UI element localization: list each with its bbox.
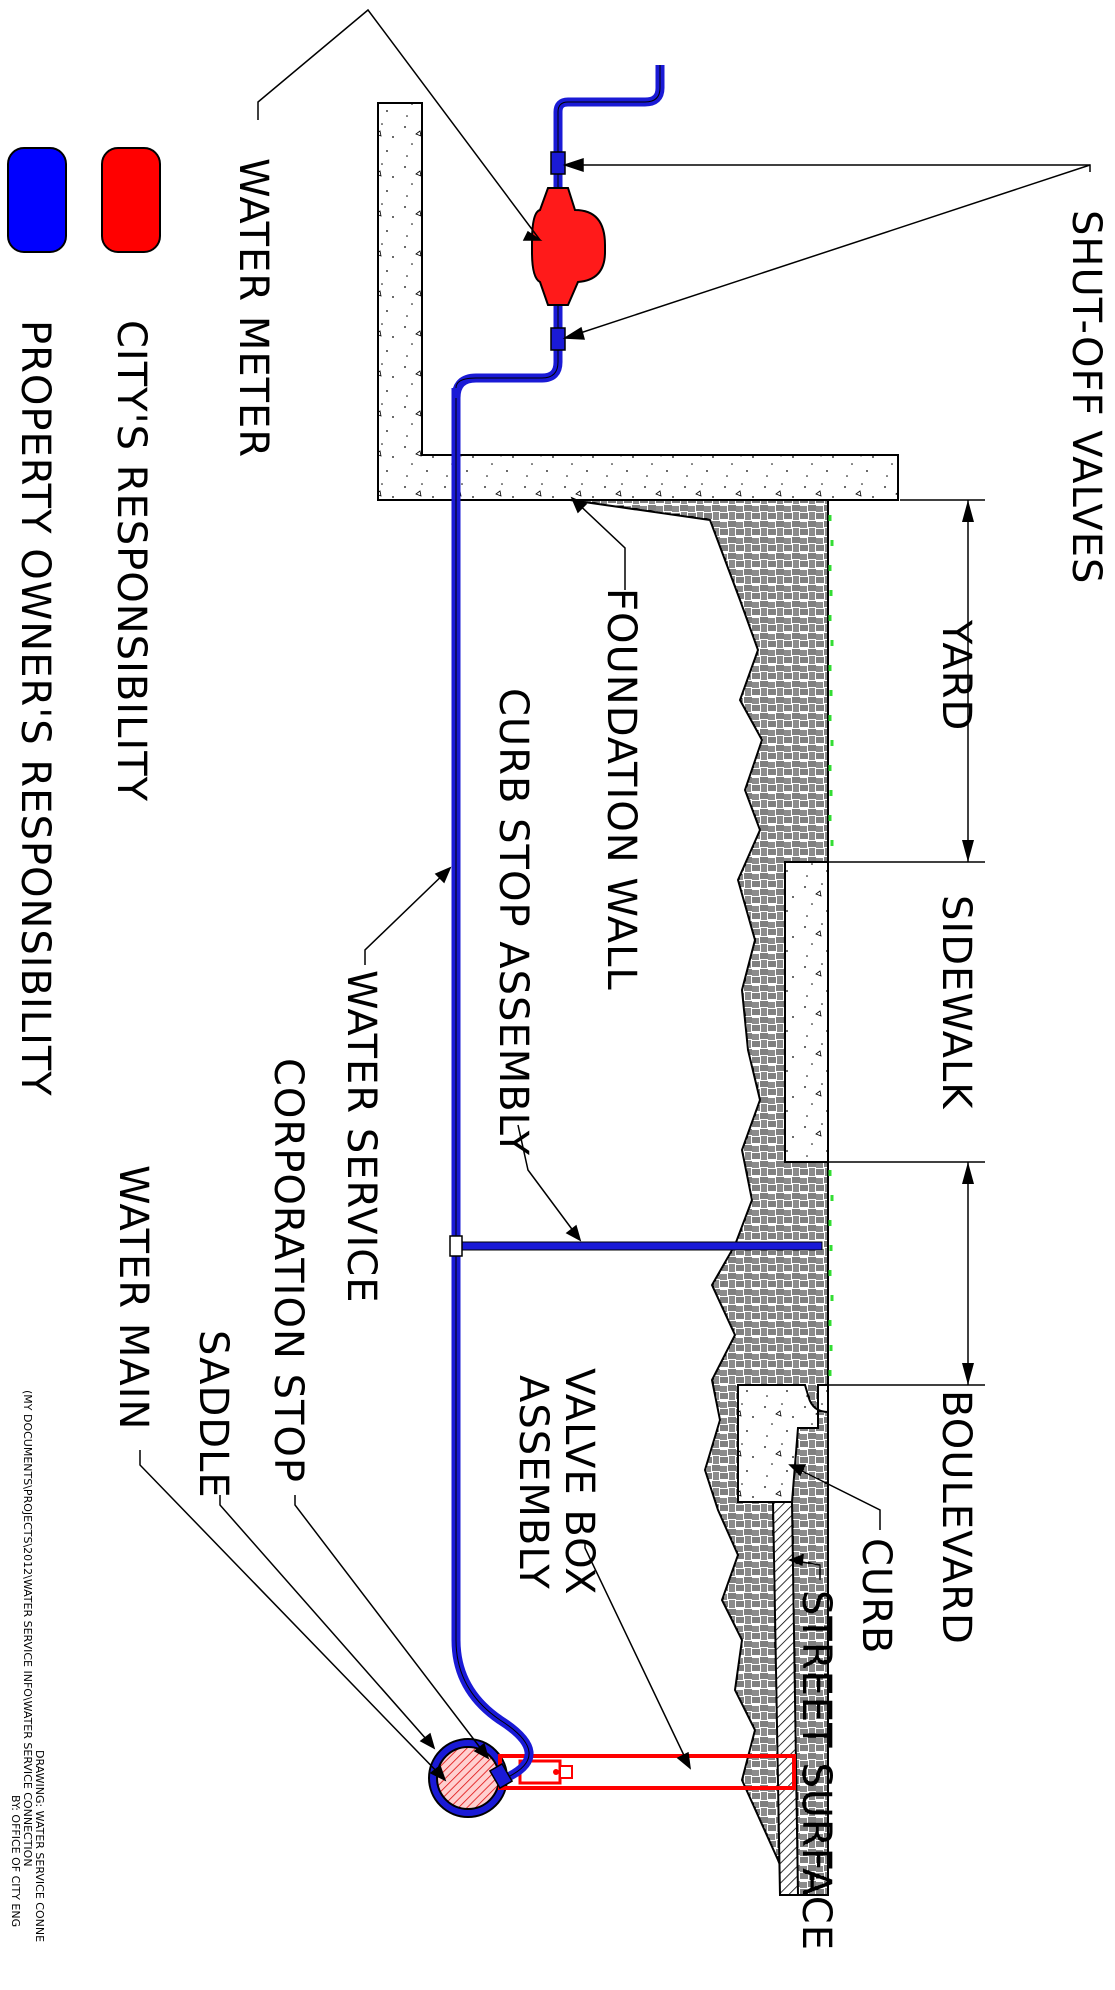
label-boulevard: BOULEVARD	[933, 1390, 979, 1645]
label-water-service: WATER SERVICE	[338, 970, 384, 1303]
legend: CITY'S RESPONSIBILITY PROPERTY OWNER'S R…	[7, 147, 161, 1097]
label-street-surface: STREET SURFACE	[793, 1590, 839, 1951]
legend-swatch-city	[101, 147, 161, 253]
label-sidewalk: SIDEWALK	[933, 895, 979, 1110]
svg-text:DRAWING: WATER SERVICE CONNE: DRAWING: WATER SERVICE CONNE	[33, 1750, 46, 1942]
curb-stop-assembly	[449, 1235, 823, 1257]
label-yard: YARD	[933, 619, 979, 731]
label-shut-off-valves: SHUT-OFF VALVES	[1063, 210, 1109, 584]
foundation-wall	[377, 102, 899, 501]
street-surface	[771, 1501, 800, 1896]
grass	[828, 515, 834, 1376]
label-water-meter: WATER METER	[230, 158, 276, 458]
label-water-main: WATER MAIN	[110, 1165, 156, 1430]
legend-city-label: CITY'S RESPONSIBILITY	[108, 320, 154, 802]
title-block: DRAWING: WATER SERVICE CONNE (MY DOCUMEN…	[9, 1390, 46, 1942]
shut-off-valve-lower	[550, 327, 566, 351]
label-saddle: SADDLE	[190, 1330, 236, 1499]
label-valve-box-2: ASSEMBLY	[510, 1375, 556, 1590]
water-meter	[531, 187, 606, 306]
corporation-stop	[488, 1762, 514, 1790]
soil-profile	[569, 499, 829, 1896]
label-valve-box-1: VALVE BOX	[556, 1368, 602, 1595]
legend-swatch-owner	[7, 147, 67, 253]
shut-off-valve-upper	[550, 151, 566, 175]
label-curb: CURB	[853, 1538, 899, 1654]
leader-lines	[139, 8, 1091, 1782]
curb	[737, 1384, 829, 1503]
label-curb-stop-assembly: CURB STOP ASSEMBLY	[490, 688, 536, 1156]
label-foundation-wall: FOUNDATION WALL	[598, 588, 644, 991]
svg-text:(MY DOCUMENTS\PROJECTS\2012\WA: (MY DOCUMENTS\PROJECTS\2012\WATER SERVIC…	[21, 1390, 34, 1867]
label-corporation-stop: CORPORATION STOP	[265, 1058, 311, 1483]
dimension-lines	[828, 499, 985, 1386]
sidewalk-slab	[784, 861, 829, 1163]
svg-text:BY: OFFICE OF CITY ENG: BY: OFFICE OF CITY ENG	[9, 1795, 22, 1927]
legend-owner-label: PROPERTY OWNER'S RESPONSIBILITY	[12, 320, 58, 1097]
